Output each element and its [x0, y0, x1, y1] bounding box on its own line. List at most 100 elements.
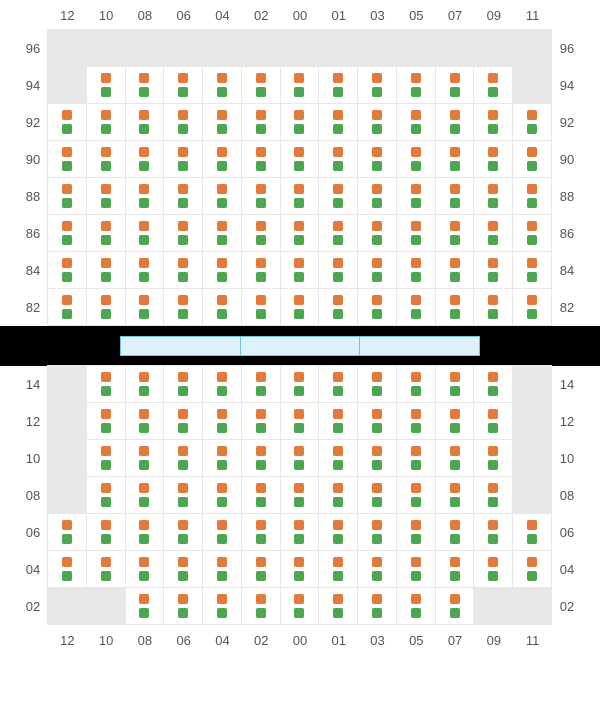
seat-cell[interactable]: [125, 140, 165, 178]
seat-cell[interactable]: [396, 140, 436, 178]
seat-cell[interactable]: [318, 177, 358, 215]
seat-cell[interactable]: [435, 365, 475, 403]
seat-cell[interactable]: [125, 251, 165, 289]
seat-cell[interactable]: [86, 513, 126, 551]
seat-cell[interactable]: [163, 103, 203, 141]
seat-cell[interactable]: [357, 439, 397, 477]
seat-cell[interactable]: [473, 513, 513, 551]
seat-cell[interactable]: [280, 66, 320, 104]
seat-cell[interactable]: [47, 214, 87, 252]
seat-cell[interactable]: [318, 439, 358, 477]
seat-cell[interactable]: [280, 365, 320, 403]
seat-cell[interactable]: [357, 402, 397, 440]
seat-cell[interactable]: [86, 550, 126, 588]
seat-cell[interactable]: [163, 513, 203, 551]
seat-cell[interactable]: [318, 214, 358, 252]
seat-cell[interactable]: [396, 288, 436, 326]
seat-cell[interactable]: [512, 550, 552, 588]
seat-cell[interactable]: [86, 439, 126, 477]
seat-cell[interactable]: [396, 103, 436, 141]
seat-cell[interactable]: [318, 251, 358, 289]
seat-cell[interactable]: [512, 140, 552, 178]
seat-cell[interactable]: [473, 476, 513, 514]
seat-cell[interactable]: [473, 439, 513, 477]
seat-cell[interactable]: [357, 476, 397, 514]
seat-cell[interactable]: [435, 66, 475, 104]
seat-cell[interactable]: [473, 214, 513, 252]
seat-cell[interactable]: [47, 140, 87, 178]
seat-cell[interactable]: [86, 140, 126, 178]
seat-cell[interactable]: [280, 140, 320, 178]
seat-cell[interactable]: [202, 513, 242, 551]
seat-cell[interactable]: [512, 251, 552, 289]
seat-cell[interactable]: [435, 103, 475, 141]
seat-cell[interactable]: [280, 550, 320, 588]
seat-cell[interactable]: [435, 140, 475, 178]
seat-cell[interactable]: [396, 587, 436, 625]
seat-cell[interactable]: [241, 251, 281, 289]
seat-cell[interactable]: [318, 476, 358, 514]
seat-cell[interactable]: [163, 550, 203, 588]
seat-cell[interactable]: [86, 365, 126, 403]
seat-cell[interactable]: [125, 476, 165, 514]
seat-cell[interactable]: [163, 587, 203, 625]
seat-cell[interactable]: [47, 550, 87, 588]
seat-cell[interactable]: [241, 550, 281, 588]
seat-cell[interactable]: [318, 513, 358, 551]
seat-cell[interactable]: [280, 288, 320, 326]
seat-cell[interactable]: [241, 476, 281, 514]
seat-cell[interactable]: [435, 550, 475, 588]
seat-cell[interactable]: [435, 288, 475, 326]
seat-cell[interactable]: [512, 513, 552, 551]
seat-cell[interactable]: [318, 402, 358, 440]
seat-cell[interactable]: [435, 214, 475, 252]
seat-cell[interactable]: [86, 103, 126, 141]
seat-cell[interactable]: [473, 140, 513, 178]
seat-cell[interactable]: [280, 251, 320, 289]
seat-cell[interactable]: [357, 587, 397, 625]
seat-cell[interactable]: [125, 365, 165, 403]
seat-cell[interactable]: [125, 513, 165, 551]
seat-cell[interactable]: [435, 513, 475, 551]
seat-cell[interactable]: [163, 402, 203, 440]
seat-cell[interactable]: [396, 513, 436, 551]
seat-cell[interactable]: [280, 214, 320, 252]
seat-cell[interactable]: [86, 177, 126, 215]
seat-cell[interactable]: [473, 177, 513, 215]
seat-cell[interactable]: [125, 103, 165, 141]
seat-cell[interactable]: [357, 103, 397, 141]
seat-cell[interactable]: [241, 402, 281, 440]
seat-cell[interactable]: [396, 251, 436, 289]
seat-cell[interactable]: [396, 66, 436, 104]
seat-cell[interactable]: [241, 177, 281, 215]
seat-cell[interactable]: [202, 177, 242, 215]
seat-cell[interactable]: [318, 288, 358, 326]
seat-cell[interactable]: [202, 288, 242, 326]
seat-cell[interactable]: [318, 365, 358, 403]
seat-cell[interactable]: [280, 103, 320, 141]
seat-cell[interactable]: [396, 365, 436, 403]
seat-cell[interactable]: [280, 439, 320, 477]
seat-cell[interactable]: [202, 66, 242, 104]
seat-cell[interactable]: [512, 177, 552, 215]
seat-cell[interactable]: [512, 214, 552, 252]
seat-cell[interactable]: [241, 365, 281, 403]
seat-cell[interactable]: [163, 177, 203, 215]
seat-cell[interactable]: [241, 66, 281, 104]
seat-cell[interactable]: [318, 140, 358, 178]
seat-cell[interactable]: [357, 288, 397, 326]
seat-cell[interactable]: [318, 550, 358, 588]
seat-cell[interactable]: [163, 140, 203, 178]
seat-cell[interactable]: [396, 476, 436, 514]
seat-cell[interactable]: [163, 365, 203, 403]
seat-cell[interactable]: [163, 288, 203, 326]
seat-cell[interactable]: [86, 402, 126, 440]
seat-cell[interactable]: [125, 66, 165, 104]
seat-cell[interactable]: [435, 402, 475, 440]
seat-cell[interactable]: [396, 214, 436, 252]
seat-cell[interactable]: [202, 587, 242, 625]
seat-cell[interactable]: [357, 66, 397, 104]
seat-cell[interactable]: [241, 140, 281, 178]
seat-cell[interactable]: [125, 402, 165, 440]
seat-cell[interactable]: [47, 251, 87, 289]
